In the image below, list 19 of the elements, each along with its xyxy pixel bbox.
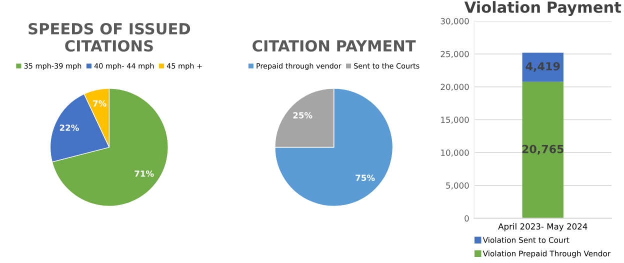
pie-slice xyxy=(52,88,168,207)
y-tick-label: 25,000 xyxy=(440,50,469,58)
data-label: 22% xyxy=(60,124,79,131)
data-label: 25% xyxy=(293,112,312,118)
y-tick-label: 30,000 xyxy=(440,18,469,26)
data-label: 4,419 xyxy=(526,62,560,72)
chart-title: Violation Payment xyxy=(464,1,622,16)
y-tick-label: 15,000 xyxy=(441,116,469,124)
y-tick-label: 10,000 xyxy=(441,150,469,157)
y-tick-label: 0 xyxy=(464,215,469,222)
data-label: 75% xyxy=(356,174,375,181)
y-tick-label: 5,000 xyxy=(446,182,469,190)
chart-title: CITATION PAYMENT xyxy=(252,40,416,52)
y-tick-label: 20,000 xyxy=(440,84,469,91)
x-tick-label: April 2023- May 2024 xyxy=(498,223,588,232)
data-label: 71% xyxy=(134,170,154,177)
pie-slice xyxy=(274,88,394,207)
data-label: 7% xyxy=(93,100,106,107)
chart-title: SPEEDS OF ISSUED CITATIONS xyxy=(28,22,190,52)
